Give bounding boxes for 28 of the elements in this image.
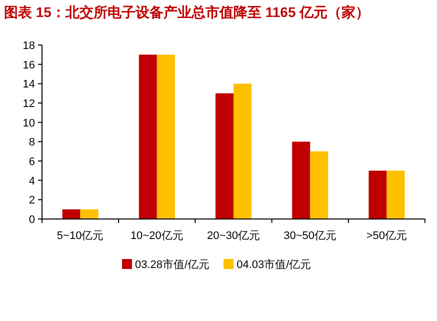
y-tick-label: 14 bbox=[22, 78, 35, 91]
y-tick-label: 6 bbox=[28, 156, 35, 168]
y-tick-label: 16 bbox=[22, 59, 35, 72]
y-tick-label: 10 bbox=[22, 117, 35, 130]
y-tick-label: 18 bbox=[22, 40, 35, 52]
x-tick-label: 10~20亿元 bbox=[130, 230, 184, 242]
bar bbox=[62, 209, 80, 219]
x-tick-label: 5~10亿元 bbox=[56, 230, 104, 242]
legend-label: 03.28市值/亿元 bbox=[135, 258, 210, 271]
bar bbox=[80, 209, 98, 219]
bar bbox=[368, 170, 387, 219]
x-tick-label: >50亿元 bbox=[366, 230, 408, 242]
bar bbox=[156, 54, 175, 219]
y-tick-label: 2 bbox=[28, 194, 35, 207]
bar bbox=[292, 142, 310, 219]
y-tick-label: 4 bbox=[28, 175, 35, 188]
bar bbox=[138, 54, 157, 219]
bar bbox=[310, 151, 328, 219]
chart-title: 图表 15：北交所电子设备产业总市值降至 1165 亿元（家） bbox=[4, 4, 370, 20]
x-tick-label: 30~50亿元 bbox=[284, 230, 337, 242]
y-tick-label: 0 bbox=[28, 214, 35, 226]
bar bbox=[234, 84, 252, 219]
bar bbox=[216, 93, 234, 219]
y-tick-label: 12 bbox=[22, 98, 35, 110]
bar bbox=[386, 170, 405, 219]
x-tick-label: 20~30亿元 bbox=[207, 230, 260, 242]
y-tick-label: 8 bbox=[28, 136, 35, 149]
legend-label: 04.03市值/亿元 bbox=[236, 258, 312, 271]
